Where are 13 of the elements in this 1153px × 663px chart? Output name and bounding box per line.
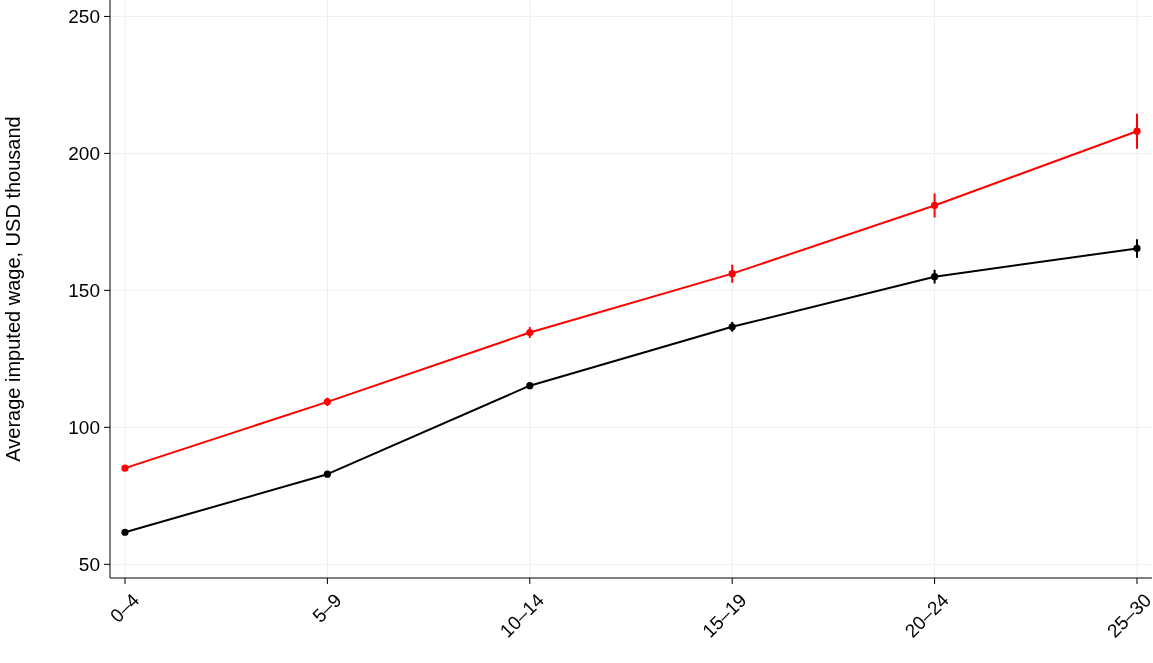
point bbox=[931, 201, 939, 210]
y-tick-label: 200 bbox=[68, 143, 100, 165]
point bbox=[931, 273, 939, 281]
y-tick-label: 50 bbox=[78, 553, 100, 575]
x-tick-label: 5–9 bbox=[308, 589, 346, 627]
point bbox=[1133, 127, 1141, 135]
y-tick-label: 250 bbox=[68, 6, 100, 28]
y-tick-label: 150 bbox=[68, 280, 100, 302]
point bbox=[1133, 244, 1141, 253]
y-tick-label: 100 bbox=[68, 416, 100, 438]
y-axis-title: Average imputed wage, USD thousand bbox=[2, 116, 24, 462]
point bbox=[728, 270, 736, 278]
x-tick-label: 0–4 bbox=[105, 589, 144, 627]
